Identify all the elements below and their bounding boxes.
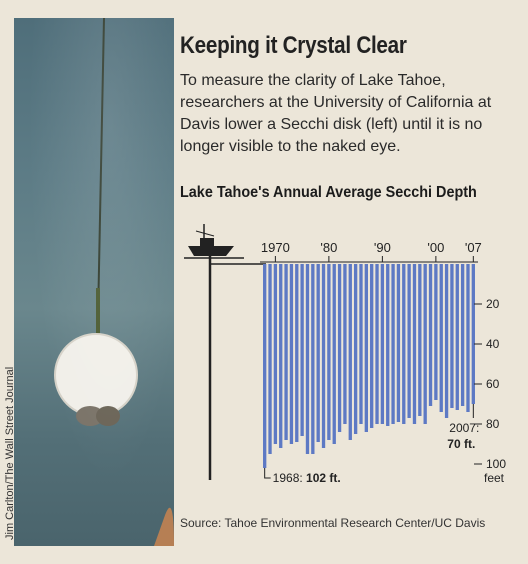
source-note: Source: Tahoe Environmental Research Cen…: [180, 516, 486, 530]
data-bar: [418, 264, 422, 416]
data-bar: [423, 264, 427, 424]
data-bar: [295, 264, 299, 442]
x-tick-label: '80: [320, 240, 337, 255]
data-bar: [279, 264, 283, 448]
data-bar: [407, 264, 411, 418]
data-bar: [327, 264, 331, 440]
data-bar: [450, 264, 454, 408]
data-bar: [370, 264, 374, 428]
description: To measure the clarity of Lake Tahoe, re…: [180, 72, 492, 155]
disk-weight: [96, 406, 120, 426]
page-title: Keeping it Crystal Clear: [180, 32, 407, 59]
y-tick-label: 20: [486, 297, 500, 311]
annotation-1968-label: 1968:: [273, 471, 306, 485]
x-tick-label: '07: [465, 240, 482, 255]
data-bar: [375, 264, 379, 424]
data-bar: [284, 264, 288, 440]
data-bar: [444, 264, 449, 418]
annotations: 1968: 102 ft. 2007: 70 ft.: [264, 404, 479, 485]
data-bar: [289, 264, 294, 444]
x-tick-label: 1970: [261, 240, 290, 255]
water-surface: [14, 18, 174, 546]
data-bar: [434, 264, 438, 400]
hand-shape: [154, 507, 174, 546]
data-bar: [386, 264, 390, 426]
data-bar: [364, 264, 368, 432]
annotation-1968-value: 102 ft.: [306, 471, 341, 485]
data-bar: [263, 264, 267, 468]
secchi-disk-icon: [54, 18, 174, 546]
data-bar: [471, 264, 475, 404]
rope: [97, 18, 105, 319]
x-tick-label: '00: [427, 240, 444, 255]
annotation-leader: [264, 468, 271, 479]
y-unit-label: feet: [484, 471, 505, 485]
data-bar: [428, 264, 433, 406]
bars-group: [263, 264, 475, 468]
disk-depth-rope: [208, 256, 266, 480]
data-bar: [321, 264, 326, 448]
data-bar: [439, 264, 443, 412]
y-tick-label: 100: [486, 457, 506, 471]
data-bar: [311, 264, 315, 454]
data-bar: [402, 264, 406, 424]
data-bar: [455, 264, 459, 410]
data-bar: [300, 264, 304, 436]
y-tick-label: 40: [486, 337, 500, 351]
y-tick-label: 60: [486, 377, 500, 391]
data-bar: [343, 264, 347, 424]
boat-icon: [184, 224, 244, 259]
photo-credit: Jim Carlton/The Wall Street Journal: [4, 366, 16, 540]
data-bar: [273, 264, 278, 444]
data-bar: [316, 264, 320, 442]
annotation-1968: 1968: 102 ft.: [273, 471, 341, 485]
data-bar: [391, 264, 395, 424]
data-bar: [268, 264, 272, 454]
data-bar: [380, 264, 385, 424]
data-bar: [348, 264, 352, 440]
infographic-panel: Keeping it Crystal Clear To measure the …: [174, 18, 514, 546]
data-bar: [466, 264, 470, 412]
disk-weight: [76, 406, 104, 426]
data-bar: [332, 264, 336, 444]
annotation-2007-label: 2007:: [449, 421, 479, 435]
data-bar: [353, 264, 358, 434]
data-bar: [337, 264, 342, 432]
data-bar: [460, 264, 465, 406]
x-axis: 1970 '80 '90 '00 '07: [260, 240, 482, 263]
data-bar: [396, 264, 401, 422]
data-bar: [305, 264, 310, 454]
data-bar: [412, 264, 417, 424]
chart-title: Lake Tahoe's Annual Average Secchi Depth: [180, 184, 477, 201]
x-tick-label: '90: [374, 240, 391, 255]
annotation-2007-value: 70 ft.: [447, 437, 475, 451]
data-bar: [359, 264, 363, 424]
secchi-disk-photo: [14, 18, 174, 546]
y-tick-label: 80: [486, 417, 500, 431]
